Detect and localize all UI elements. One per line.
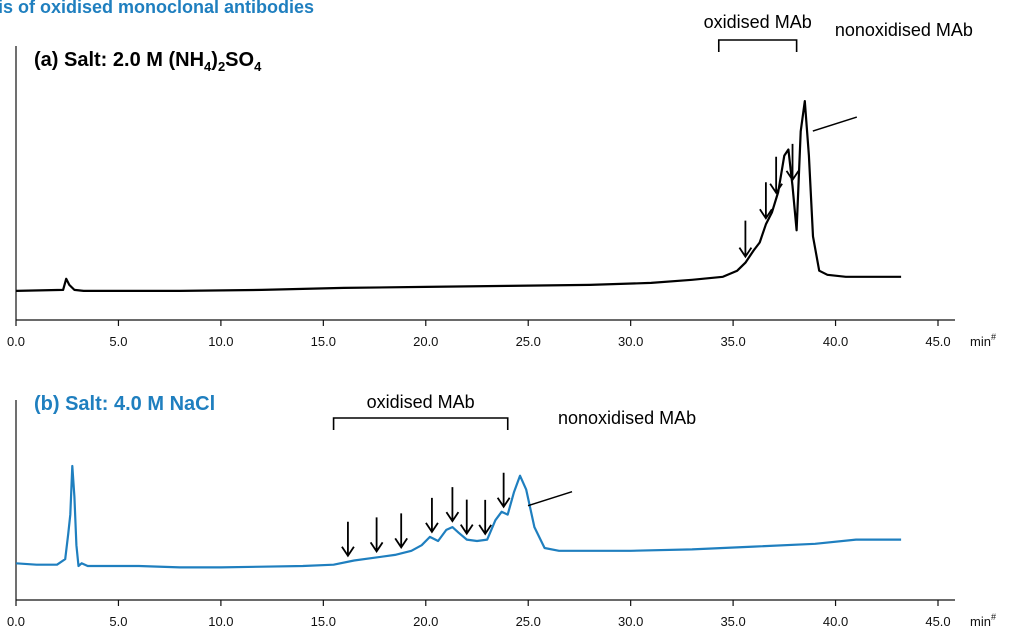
panel-a-x-unit: min# <box>970 332 996 349</box>
peak-arrow <box>769 156 783 195</box>
peak-arrow <box>738 220 753 259</box>
x-tick-label: 10.0 <box>208 334 233 349</box>
panel-b-trace <box>15 464 902 569</box>
x-tick-label: 20.0 <box>413 614 438 629</box>
panel-a-bracket-label: oxidised MAb <box>704 12 812 32</box>
panel-b-label: (b) Salt: 4.0 M NaCl <box>34 393 215 415</box>
panel-a-annotations <box>717 39 858 259</box>
panel-a-label: (a) Salt: 2.0 M (NH4)2SO4 <box>34 49 262 74</box>
oxidised-bracket <box>332 417 509 430</box>
x-tick-label: 40.0 <box>823 614 848 629</box>
panel-a-trace <box>15 100 902 292</box>
x-tick-label: 30.0 <box>618 614 643 629</box>
x-tick-label: 0.0 <box>7 334 25 349</box>
peak-leader-line <box>527 490 573 507</box>
peak-arrow <box>369 517 384 554</box>
panel-b-bracket-label: oxidised MAb <box>367 392 475 412</box>
panel-a-peak-label: nonoxidised MAb <box>835 20 973 40</box>
panel-b: (b) Salt: 4.0 M NaCl 0.0 5.0 10.0 15.0 20.0 2… <box>7 392 996 629</box>
x-tick-label: 25.0 <box>516 614 541 629</box>
x-tick-label: 5.0 <box>109 614 127 629</box>
peak-leader-line <box>812 116 858 132</box>
peak-arrow <box>460 499 474 536</box>
panel-a-x-ticks: 0.0 5.0 10.0 15.0 20.0 25.0 30.0 35.0 40.0 45.0 <box>7 320 951 349</box>
x-tick-label: 0.0 <box>7 614 25 629</box>
x-tick-label: 35.0 <box>720 334 745 349</box>
x-tick-label: 45.0 <box>925 614 950 629</box>
peak-arrow <box>341 521 355 558</box>
peak-arrow <box>759 182 773 220</box>
x-tick-label: 25.0 <box>516 334 541 349</box>
peak-arrow <box>394 513 408 549</box>
panel-b-x-ticks: 0.0 5.0 10.0 15.0 20.0 25.0 30.0 35.0 40.0 45.0 <box>7 600 951 629</box>
panel-b-x-unit: min# <box>970 612 996 629</box>
x-tick-label: 30.0 <box>618 334 643 349</box>
peak-arrow <box>445 487 460 523</box>
figure-title: ysis of oxidised monoclonal antibodies <box>0 0 314 17</box>
x-tick-label: 10.0 <box>208 614 233 629</box>
peak-arrow <box>496 472 511 509</box>
x-tick-label: 20.0 <box>413 334 438 349</box>
x-tick-label: 45.0 <box>925 334 950 349</box>
x-tick-label: 15.0 <box>311 614 336 629</box>
x-tick-label: 40.0 <box>823 334 848 349</box>
x-tick-label: 15.0 <box>311 334 336 349</box>
peak-arrow <box>425 497 439 534</box>
panel-b-peak-label: nonoxidised MAb <box>558 408 696 428</box>
oxidised-bracket <box>717 39 798 52</box>
x-tick-label: 35.0 <box>720 614 745 629</box>
panel-a: (a) Salt: 2.0 M (NH4)2SO4 0.0 5.0 10.0 15.0… <box>7 12 996 349</box>
peak-arrow <box>785 143 800 182</box>
x-tick-label: 5.0 <box>109 334 127 349</box>
peak-arrow <box>478 499 492 536</box>
panel-b-annotations <box>332 417 573 558</box>
